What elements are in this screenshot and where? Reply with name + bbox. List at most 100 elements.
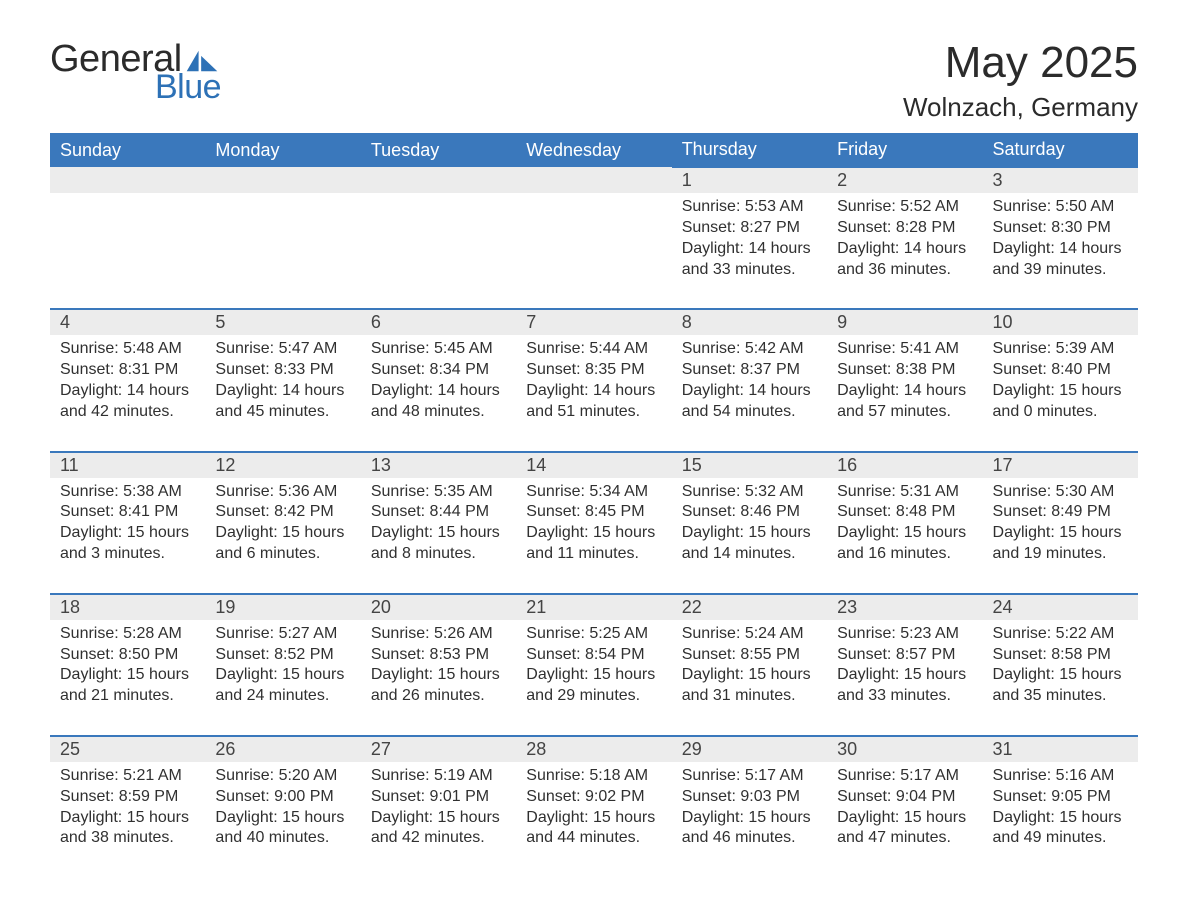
day-details: Sunrise: 5:44 AMSunset: 8:35 PMDaylight:… [516,335,671,450]
calendar-day-cell: 18Sunrise: 5:28 AMSunset: 8:50 PMDayligh… [50,594,205,736]
sunrise-line: Sunrise: 5:35 AM [371,482,506,503]
daylight-line: Daylight: 15 hours and 6 minutes. [215,523,350,565]
weekday-header: Saturday [983,133,1138,167]
day-details: Sunrise: 5:36 AMSunset: 8:42 PMDaylight:… [205,478,360,593]
sunset-line: Sunset: 8:41 PM [60,502,195,523]
day-number: 27 [361,737,516,762]
day-details: Sunrise: 5:20 AMSunset: 9:00 PMDaylight:… [205,762,360,877]
day-number: 18 [50,595,205,620]
sunset-line: Sunset: 8:50 PM [60,645,195,666]
day-details: Sunrise: 5:28 AMSunset: 8:50 PMDaylight:… [50,620,205,735]
sunset-line: Sunset: 8:45 PM [526,502,661,523]
calendar-day-cell: 5Sunrise: 5:47 AMSunset: 8:33 PMDaylight… [205,309,360,451]
calendar-day-cell: 22Sunrise: 5:24 AMSunset: 8:55 PMDayligh… [672,594,827,736]
day-number: 15 [672,453,827,478]
day-number: 25 [50,737,205,762]
sunset-line: Sunset: 8:38 PM [837,360,972,381]
day-number: 19 [205,595,360,620]
calendar-day-cell: 1Sunrise: 5:53 AMSunset: 8:27 PMDaylight… [672,167,827,309]
daylight-line: Daylight: 15 hours and 14 minutes. [682,523,817,565]
sunrise-line: Sunrise: 5:34 AM [526,482,661,503]
day-number: 6 [361,310,516,335]
calendar-day-cell: 23Sunrise: 5:23 AMSunset: 8:57 PMDayligh… [827,594,982,736]
daylight-line: Daylight: 15 hours and 47 minutes. [837,808,972,850]
sunrise-line: Sunrise: 5:21 AM [60,766,195,787]
day-details: Sunrise: 5:35 AMSunset: 8:44 PMDaylight:… [361,478,516,593]
day-number: 1 [672,168,827,193]
sunrise-line: Sunrise: 5:16 AM [993,766,1128,787]
sunset-line: Sunset: 8:44 PM [371,502,506,523]
sunset-line: Sunset: 8:35 PM [526,360,661,381]
sunrise-line: Sunrise: 5:53 AM [682,197,817,218]
day-details: Sunrise: 5:38 AMSunset: 8:41 PMDaylight:… [50,478,205,593]
day-details: Sunrise: 5:34 AMSunset: 8:45 PMDaylight:… [516,478,671,593]
day-number: 4 [50,310,205,335]
day-number: 23 [827,595,982,620]
calendar-day-cell: 21Sunrise: 5:25 AMSunset: 8:54 PMDayligh… [516,594,671,736]
sunrise-line: Sunrise: 5:45 AM [371,339,506,360]
calendar-empty-cell [50,167,205,309]
daylight-line: Daylight: 15 hours and 8 minutes. [371,523,506,565]
calendar-week-row: 11Sunrise: 5:38 AMSunset: 8:41 PMDayligh… [50,452,1138,594]
sunrise-line: Sunrise: 5:30 AM [993,482,1128,503]
day-details: Sunrise: 5:25 AMSunset: 8:54 PMDaylight:… [516,620,671,735]
day-details: Sunrise: 5:39 AMSunset: 8:40 PMDaylight:… [983,335,1138,450]
sunset-line: Sunset: 8:28 PM [837,218,972,239]
sunrise-line: Sunrise: 5:50 AM [993,197,1128,218]
daylight-line: Daylight: 15 hours and 42 minutes. [371,808,506,850]
calendar-day-cell: 26Sunrise: 5:20 AMSunset: 9:00 PMDayligh… [205,736,360,877]
day-details: Sunrise: 5:16 AMSunset: 9:05 PMDaylight:… [983,762,1138,877]
calendar-day-cell: 13Sunrise: 5:35 AMSunset: 8:44 PMDayligh… [361,452,516,594]
sunset-line: Sunset: 8:53 PM [371,645,506,666]
sunset-line: Sunset: 9:00 PM [215,787,350,808]
empty-daynum-strip [205,167,360,193]
daylight-line: Daylight: 14 hours and 48 minutes. [371,381,506,423]
sunrise-line: Sunrise: 5:20 AM [215,766,350,787]
day-details: Sunrise: 5:18 AMSunset: 9:02 PMDaylight:… [516,762,671,877]
calendar-day-cell: 4Sunrise: 5:48 AMSunset: 8:31 PMDaylight… [50,309,205,451]
daylight-line: Daylight: 14 hours and 54 minutes. [682,381,817,423]
sunrise-line: Sunrise: 5:26 AM [371,624,506,645]
sunset-line: Sunset: 8:54 PM [526,645,661,666]
daylight-line: Daylight: 15 hours and 3 minutes. [60,523,195,565]
sunset-line: Sunset: 8:46 PM [682,502,817,523]
calendar-day-cell: 12Sunrise: 5:36 AMSunset: 8:42 PMDayligh… [205,452,360,594]
daylight-line: Daylight: 15 hours and 31 minutes. [682,665,817,707]
calendar-day-cell: 6Sunrise: 5:45 AMSunset: 8:34 PMDaylight… [361,309,516,451]
sunset-line: Sunset: 8:49 PM [993,502,1128,523]
daylight-line: Daylight: 14 hours and 39 minutes. [993,239,1128,281]
calendar-week-row: 1Sunrise: 5:53 AMSunset: 8:27 PMDaylight… [50,167,1138,309]
sunrise-line: Sunrise: 5:17 AM [837,766,972,787]
day-details: Sunrise: 5:50 AMSunset: 8:30 PMDaylight:… [983,193,1138,308]
day-details: Sunrise: 5:26 AMSunset: 8:53 PMDaylight:… [361,620,516,735]
daylight-line: Daylight: 14 hours and 42 minutes. [60,381,195,423]
daylight-line: Daylight: 15 hours and 19 minutes. [993,523,1128,565]
sunset-line: Sunset: 8:33 PM [215,360,350,381]
title-block: May 2025 Wolnzach, Germany [903,40,1138,123]
daylight-line: Daylight: 15 hours and 40 minutes. [215,808,350,850]
calendar-day-cell: 7Sunrise: 5:44 AMSunset: 8:35 PMDaylight… [516,309,671,451]
day-details: Sunrise: 5:52 AMSunset: 8:28 PMDaylight:… [827,193,982,308]
empty-daynum-strip [361,167,516,193]
calendar-day-cell: 10Sunrise: 5:39 AMSunset: 8:40 PMDayligh… [983,309,1138,451]
weekday-header: Tuesday [361,133,516,167]
day-number: 10 [983,310,1138,335]
day-details: Sunrise: 5:22 AMSunset: 8:58 PMDaylight:… [983,620,1138,735]
daylight-line: Daylight: 14 hours and 33 minutes. [682,239,817,281]
day-number: 17 [983,453,1138,478]
calendar-table: SundayMondayTuesdayWednesdayThursdayFrid… [50,133,1138,877]
weekday-header: Wednesday [516,133,671,167]
weekday-header: Sunday [50,133,205,167]
sunrise-line: Sunrise: 5:44 AM [526,339,661,360]
day-details: Sunrise: 5:30 AMSunset: 8:49 PMDaylight:… [983,478,1138,593]
daylight-line: Daylight: 15 hours and 38 minutes. [60,808,195,850]
calendar-day-cell: 28Sunrise: 5:18 AMSunset: 9:02 PMDayligh… [516,736,671,877]
daylight-line: Daylight: 15 hours and 44 minutes. [526,808,661,850]
empty-daynum-strip [50,167,205,193]
sunrise-line: Sunrise: 5:17 AM [682,766,817,787]
sunrise-line: Sunrise: 5:27 AM [215,624,350,645]
calendar-day-cell: 29Sunrise: 5:17 AMSunset: 9:03 PMDayligh… [672,736,827,877]
sunset-line: Sunset: 9:01 PM [371,787,506,808]
day-number: 5 [205,310,360,335]
calendar-empty-cell [361,167,516,309]
